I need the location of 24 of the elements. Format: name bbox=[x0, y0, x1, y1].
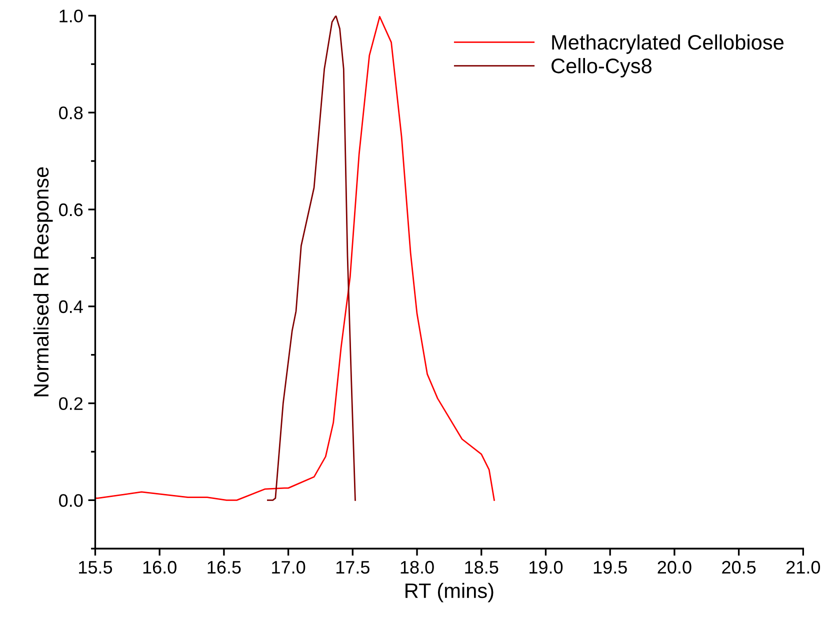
x-tick-label: 17.0 bbox=[272, 560, 306, 574]
legend-label: Cello-Cys8 bbox=[552, 58, 652, 78]
y-axis-title: Normalised RI Response bbox=[33, 167, 53, 396]
y-tick-label: 0.8 bbox=[59, 106, 83, 120]
x-tick-label: 19.5 bbox=[594, 560, 627, 574]
x-tick-label: 18.0 bbox=[400, 560, 434, 574]
x-tick-label: 17.5 bbox=[336, 561, 370, 574]
x-tick-label: 20.5 bbox=[722, 560, 756, 574]
y-tick-label: 0.0 bbox=[59, 494, 83, 507]
line-series bbox=[267, 16, 356, 501]
x-tick-label: 20.0 bbox=[658, 560, 692, 574]
y-tick-label: 1.0 bbox=[60, 10, 83, 22]
x-tick-label: 16.5 bbox=[208, 560, 241, 574]
y-tick-label: 0.4 bbox=[59, 300, 83, 314]
x-tick-label: 18.5 bbox=[465, 560, 498, 574]
legend-label: Methacrylated Cellobiose bbox=[552, 34, 784, 54]
y-tick-label: 0.2 bbox=[59, 397, 83, 410]
y-tick-label: 0.6 bbox=[59, 203, 83, 216]
line-series bbox=[95, 16, 495, 501]
x-tick-label: 19.0 bbox=[530, 560, 563, 574]
x-tick-label: 16.0 bbox=[143, 560, 176, 574]
x-tick-label: 21.0 bbox=[786, 560, 820, 574]
x-axis-title: RT (mins) bbox=[406, 582, 494, 602]
x-tick-label: 15.5 bbox=[79, 561, 112, 574]
